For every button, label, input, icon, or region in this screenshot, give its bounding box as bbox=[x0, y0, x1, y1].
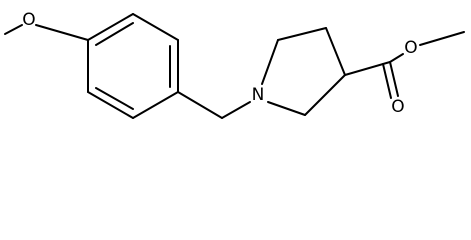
atom-label: O bbox=[391, 97, 404, 117]
page: O N O O (() => { const data = JSON.parse… bbox=[4, 10, 465, 119]
atom-label: N bbox=[252, 85, 265, 105]
bond bbox=[221, 101, 251, 119]
bond bbox=[132, 13, 179, 41]
bond bbox=[132, 91, 179, 119]
bond bbox=[95, 87, 134, 110]
bonds bbox=[4, 13, 465, 119]
bond bbox=[267, 101, 306, 116]
bond bbox=[261, 39, 279, 85]
bond bbox=[95, 22, 134, 46]
bond bbox=[325, 27, 346, 76]
bond bbox=[419, 31, 465, 46]
bond bbox=[177, 91, 223, 119]
bond bbox=[389, 61, 399, 97]
bond bbox=[304, 74, 346, 116]
structure: O N O O bbox=[4, 10, 465, 119]
bond bbox=[382, 63, 392, 99]
atom-label: O bbox=[404, 38, 417, 58]
bond bbox=[4, 24, 23, 35]
bond bbox=[277, 27, 327, 41]
bond bbox=[35, 24, 89, 41]
atom-label: O bbox=[22, 10, 35, 30]
bond bbox=[389, 53, 404, 63]
bond bbox=[87, 91, 134, 119]
bond bbox=[87, 13, 134, 41]
